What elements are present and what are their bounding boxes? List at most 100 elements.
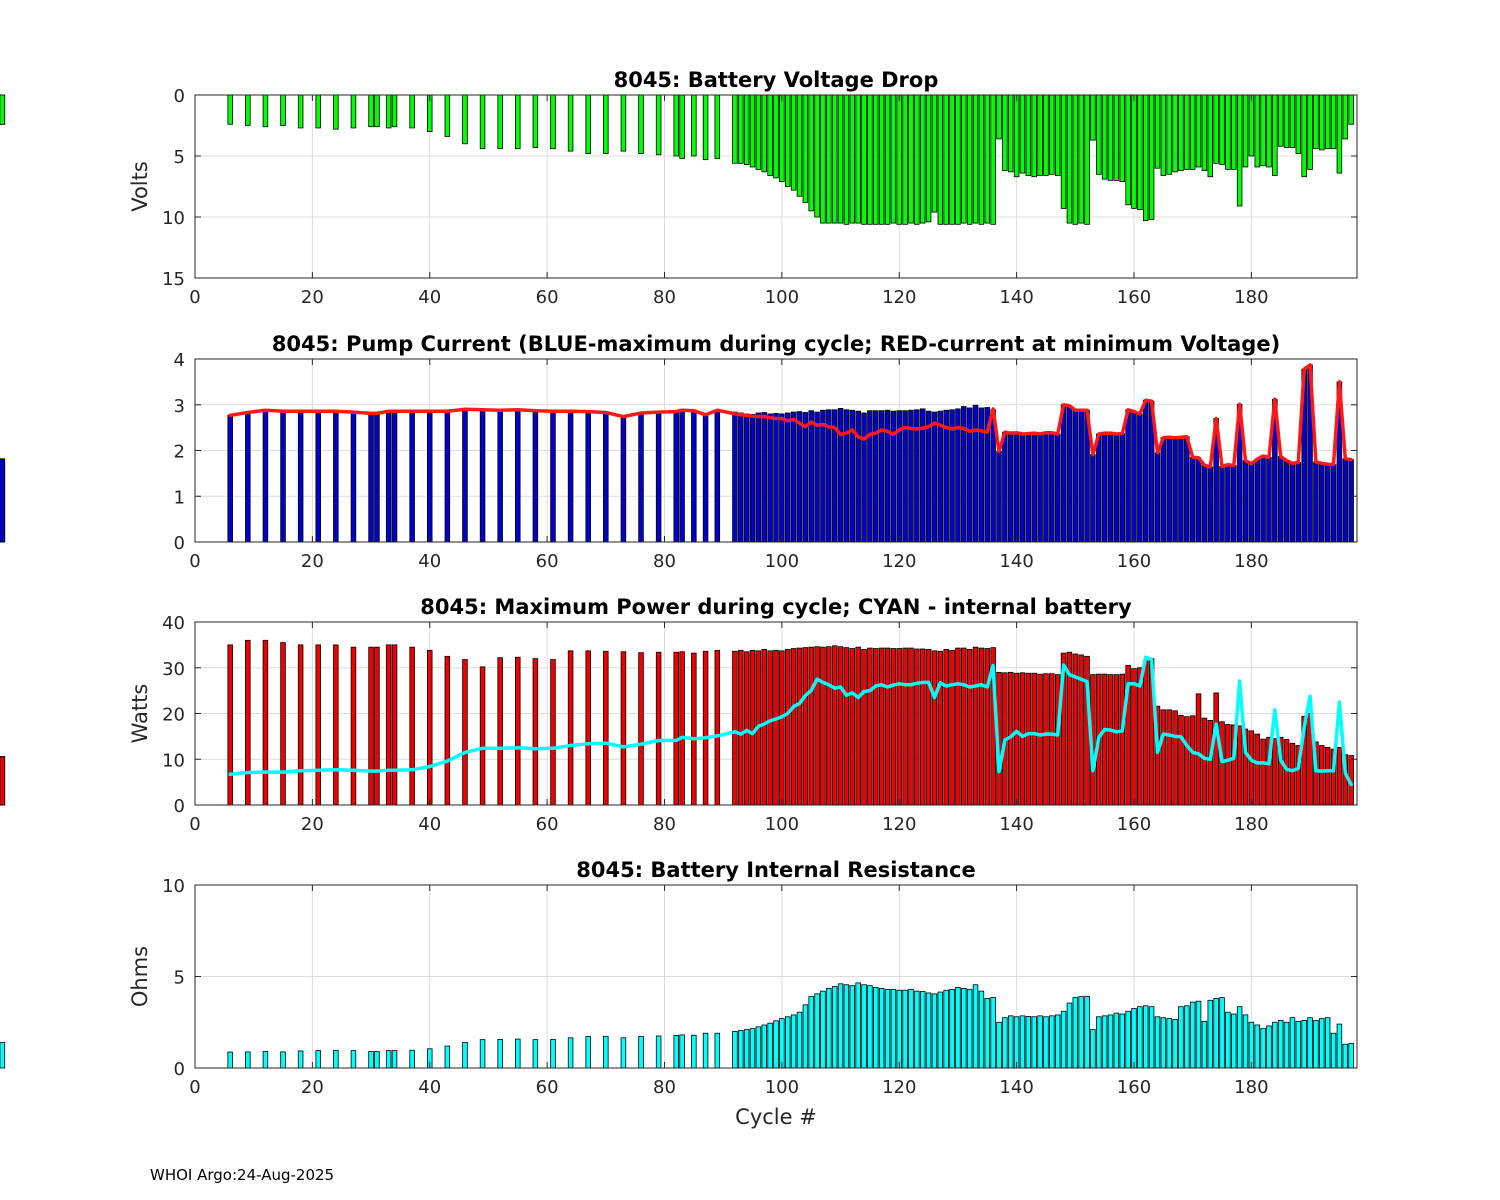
bar [925,94,932,223]
bar [861,94,867,225]
bar [890,410,897,543]
bar [227,1051,233,1069]
bar [714,94,721,159]
bar [350,94,357,129]
bar [280,642,286,806]
bar [1254,94,1260,168]
bar [1060,94,1067,209]
x-tick-label: 60 [536,551,559,572]
bar [1066,1002,1073,1069]
bar [1189,1001,1196,1069]
bar [790,94,797,191]
bar [280,1051,286,1069]
bar [280,94,286,126]
bar [1008,432,1014,543]
bar [638,652,644,806]
bar [1242,1014,1249,1069]
bar [972,404,979,543]
bar [1272,94,1278,176]
bar [1248,463,1255,543]
bar [679,409,685,543]
bar [1084,995,1090,1069]
x-tick-label: 100 [765,814,799,835]
y-axis-label: Ohms [128,946,152,1007]
x-tick-label: 140 [999,1077,1033,1098]
bar [937,650,944,806]
bar [532,94,539,148]
bar [814,646,820,806]
bar [679,94,685,159]
bar [1107,1014,1114,1069]
bar [1072,409,1079,543]
bar [943,409,949,543]
bar [638,1036,644,1069]
bar [1330,1032,1337,1069]
chart-title: 8045: Pump Current (BLUE-maximum during … [272,332,1280,356]
bar [385,1050,392,1069]
bar [673,411,679,543]
bar [1002,1017,1008,1069]
bar [1084,94,1090,225]
bar [855,94,861,224]
bar [1289,1017,1296,1069]
bar [773,649,779,806]
bar [444,94,451,137]
y-tick-label: 40 [162,613,185,634]
bar [350,646,357,806]
bar [532,658,539,806]
bar [802,412,809,543]
bar [861,984,867,1069]
y-tick-label: 3 [174,396,185,417]
y-tick-label: 10 [162,750,185,771]
bar [955,987,961,1069]
bar [1107,94,1114,181]
bar [1008,94,1014,173]
bar [931,411,938,543]
bar [315,410,321,543]
bar [462,94,468,145]
bar [1019,94,1026,174]
bar [966,94,973,225]
bar [1342,94,1349,140]
bar [943,94,949,225]
bar [767,94,773,176]
x-tick-label: 80 [653,551,676,572]
x-tick-label: 180 [1234,551,1268,572]
bar [949,94,955,225]
chart-title: 8045: Battery Internal Resistance [576,858,976,882]
bar [919,991,926,1069]
bar [374,413,380,543]
bar [374,94,380,128]
bar [1037,673,1043,806]
bar [1248,1021,1255,1069]
x-tick-label: 160 [1117,814,1151,835]
x-tick-label: 180 [1234,287,1268,308]
bar [1184,436,1190,543]
bar [603,94,609,154]
bar [1066,405,1073,543]
bar [949,988,955,1069]
bar [761,1024,768,1069]
bar [784,412,791,543]
bar [1137,667,1143,806]
bar [1031,672,1037,806]
bar [532,410,539,543]
bar [984,94,991,224]
bar [873,987,879,1069]
bar [1148,1006,1155,1069]
bar [990,94,996,225]
y-tick-label: 0 [174,796,185,817]
bar [978,990,985,1069]
bar [902,989,908,1069]
bar [931,94,938,213]
bar [585,94,591,154]
bar [1142,94,1149,222]
bar [374,1051,380,1069]
bar [620,416,627,543]
x-tick-label: 0 [189,287,200,308]
x-tick-label: 40 [418,814,441,835]
y-tick-label: 15 [162,269,185,290]
bar [796,411,803,543]
bar [691,410,697,543]
bar [831,645,838,806]
